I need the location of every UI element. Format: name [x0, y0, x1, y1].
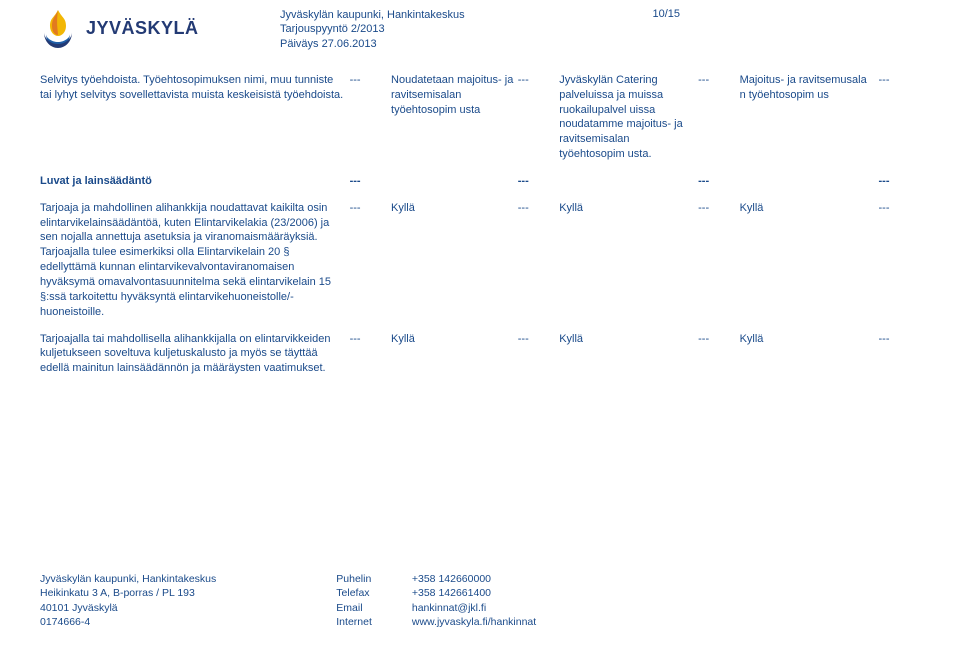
- cell-c3: ---: [518, 326, 559, 383]
- page-footer: Jyväskylän kaupunki, Hankintakeskus Heik…: [40, 572, 920, 629]
- org-line-3: Päiväys 27.06.2013: [280, 37, 465, 51]
- cell-c6: Kyllä: [740, 195, 879, 326]
- cell-c1: ---: [350, 326, 391, 383]
- logo: JYVÄSKYLÄ: [40, 8, 260, 48]
- logo-text: JYVÄSKYLÄ: [86, 18, 199, 39]
- header-meta: Jyväskylän kaupunki, Hankintakeskus Tarj…: [280, 8, 465, 51]
- cell-c2: Kyllä: [391, 326, 518, 383]
- cell-c2: Kyllä: [391, 195, 518, 326]
- cell-c1: ---: [350, 67, 391, 168]
- cell-c6: [740, 168, 879, 195]
- cell-c7: ---: [879, 67, 920, 168]
- page-number: 10/15: [652, 8, 920, 20]
- table-row: Tarjoaja ja mahdollinen alihankkija noud…: [40, 195, 920, 326]
- cell-c1: ---: [350, 168, 391, 195]
- flame-crest-icon: [40, 8, 76, 48]
- cell-c1: ---: [350, 195, 391, 326]
- cell-c4: [559, 168, 698, 195]
- cell-c5: ---: [698, 168, 739, 195]
- data-table: Selvitys työehdoista. Työehtosopimuksen …: [40, 67, 920, 382]
- footer-values: +358 142660000 +358 142661400 hankinnat@…: [412, 572, 536, 629]
- table-row: Selvitys työehdoista. Työehtosopimuksen …: [40, 67, 920, 168]
- cell-c6: Kyllä: [740, 326, 879, 383]
- table-row: Tarjoajalla tai mahdollisella alihankkij…: [40, 326, 920, 383]
- cell-c5: ---: [698, 326, 739, 383]
- page-header: JYVÄSKYLÄ Jyväskylän kaupunki, Hankintak…: [0, 0, 960, 55]
- cell-c0: Tarjoaja ja mahdollinen alihankkija noud…: [40, 195, 350, 326]
- cell-c2: Noudatetaan majoitus- ja ravitsemisalan …: [391, 67, 518, 168]
- body: Selvitys työehdoista. Työehtosopimuksen …: [0, 55, 960, 382]
- footer-address: Jyväskylän kaupunki, Hankintakeskus Heik…: [40, 572, 216, 629]
- cell-c5: ---: [698, 195, 739, 326]
- cell-c5: ---: [698, 67, 739, 168]
- cell-c7: ---: [879, 326, 920, 383]
- cell-c0: Luvat ja lainsäädäntö: [40, 168, 350, 195]
- cell-c6: Majoitus- ja ravitsemusala n työehtosopi…: [740, 67, 879, 168]
- table-row: Luvat ja lainsäädäntö------------: [40, 168, 920, 195]
- cell-c0: Selvitys työehdoista. Työehtosopimuksen …: [40, 67, 350, 168]
- cell-c7: ---: [879, 168, 920, 195]
- cell-c0: Tarjoajalla tai mahdollisella alihankkij…: [40, 326, 350, 383]
- org-line-1: Jyväskylän kaupunki, Hankintakeskus: [280, 8, 465, 22]
- cell-c7: ---: [879, 195, 920, 326]
- cell-c4: Kyllä: [559, 195, 698, 326]
- cell-c3: ---: [518, 195, 559, 326]
- cell-c3: ---: [518, 168, 559, 195]
- footer-labels: Puhelin Telefax Email Internet: [336, 572, 372, 629]
- org-line-2: Tarjouspyyntö 2/2013: [280, 22, 465, 36]
- cell-c2: [391, 168, 518, 195]
- cell-c3: ---: [518, 67, 559, 168]
- page: JYVÄSKYLÄ Jyväskylän kaupunki, Hankintak…: [0, 0, 960, 647]
- cell-c4: Kyllä: [559, 326, 698, 383]
- cell-c4: Jyväskylän Catering palveluissa ja muiss…: [559, 67, 698, 168]
